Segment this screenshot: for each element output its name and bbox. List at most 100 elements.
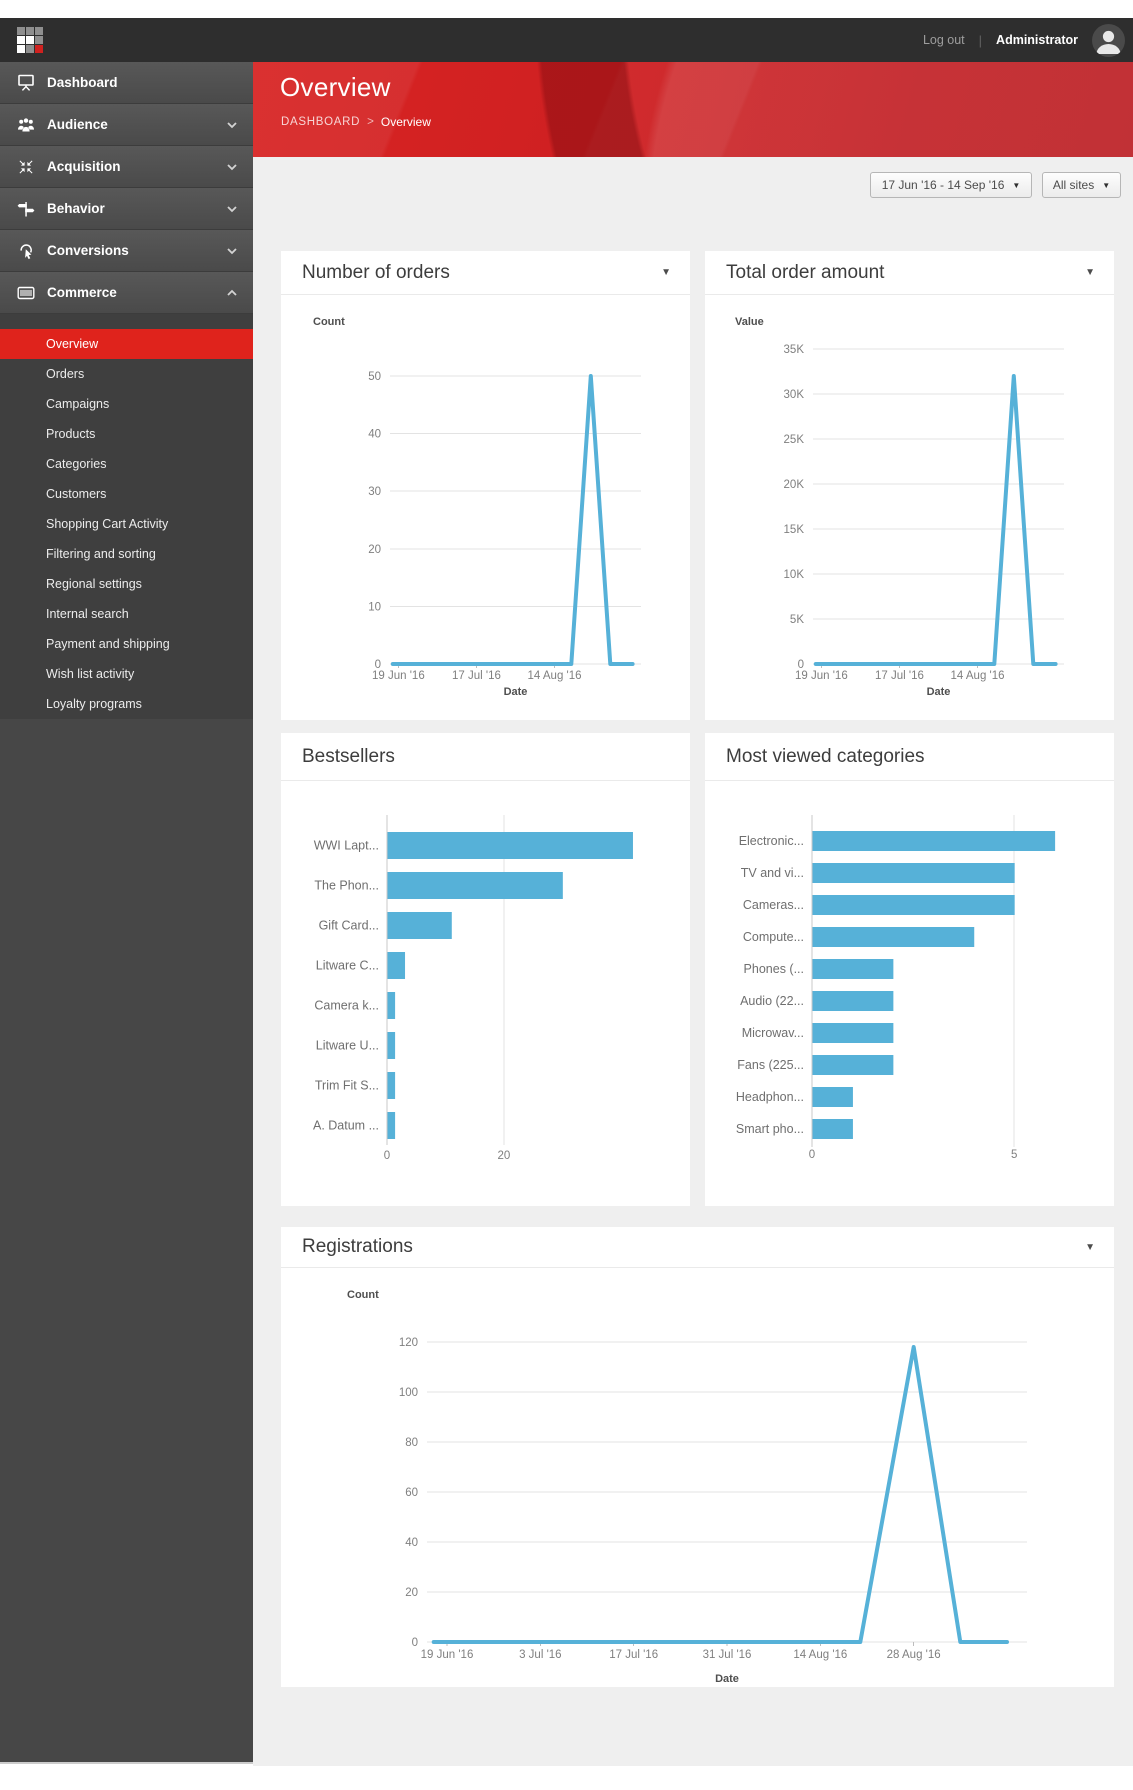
svg-text:Litware C...: Litware C... (316, 959, 379, 973)
svg-text:A. Datum ...: A. Datum ... (313, 1119, 379, 1133)
sidebar-item-dashboard[interactable]: Dashboard (0, 62, 253, 104)
panel-number-of-orders: Number of orders ▼ 0 10 20 30 40 50 19 Jun '16… (281, 251, 690, 720)
dashboard-screen-icon (18, 74, 34, 91)
sidebar-item-audience[interactable]: Audience (0, 104, 253, 146)
panel-header: Most viewed categories (705, 733, 1114, 781)
audience-people-icon (18, 117, 34, 131)
svg-text:20K: 20K (784, 479, 805, 491)
svg-text:0: 0 (798, 659, 804, 671)
number-of-orders-chart: 0 10 20 30 40 50 19 Jun '16 17 Jul '16 14 Aug '1… (313, 316, 641, 698)
svg-text:Count: Count (313, 316, 345, 328)
svg-text:3 Jul '16: 3 Jul '16 (519, 1649, 561, 1661)
panel-most-viewed-categories: Most viewed categories 0 5 Electronic... TV… (705, 733, 1114, 1206)
svg-text:Date: Date (504, 686, 528, 698)
submenu-item-overview[interactable]: Overview (0, 329, 253, 359)
user-avatar[interactable] (1092, 23, 1125, 57)
svg-text:120: 120 (399, 1337, 418, 1349)
svg-text:5: 5 (1011, 1149, 1017, 1161)
svg-text:40: 40 (405, 1537, 418, 1549)
svg-text:Value: Value (735, 316, 764, 328)
breadcrumb-root[interactable]: DASHBOARD (281, 116, 361, 128)
date-range-selector[interactable]: 17 Jun '16 - 14 Sep '16 ▼ (870, 172, 1032, 198)
svg-text:40: 40 (368, 429, 381, 441)
svg-text:Date: Date (715, 1673, 739, 1685)
submenu-item-orders[interactable]: Orders (46, 367, 85, 381)
commerce-submenu: Overview Orders Campaigns Products Categ… (0, 314, 253, 719)
most-viewed-categories-chart: 0 5 Electronic... TV and vi... Cameras... Com… (736, 815, 1056, 1161)
svg-text:0: 0 (809, 1149, 815, 1161)
svg-text:17 Jul '16: 17 Jul '16 (609, 1649, 658, 1661)
total-order-amount-chart: 0 5K 10K 15K 20K 25K 30K 35K 19 Jun '16 17 Jul '1… (735, 316, 1064, 698)
svg-text:20: 20 (405, 1587, 418, 1599)
site-selector-value: All sites (1052, 178, 1095, 192)
sidebar-item-acquisition[interactable]: Acquisition (0, 146, 253, 188)
svg-text:Compute...: Compute... (743, 930, 804, 944)
svg-text:Cameras...: Cameras... (743, 898, 804, 912)
svg-text:Date: Date (927, 686, 951, 698)
conversions-click-icon (20, 243, 32, 259)
user-avatar-icon (1096, 30, 1121, 54)
date-range-value: 17 Jun '16 - 14 Sep '16 (881, 178, 1005, 192)
sidebar: Dashboard Audience Acquisition (0, 62, 253, 1764)
svg-text:60: 60 (405, 1487, 418, 1499)
svg-text:17 Jul '16: 17 Jul '16 (875, 670, 924, 682)
content-area: 17 Jun '16 - 14 Sep '16 ▼ All sites ▼ Nu… (253, 157, 1133, 1766)
submenu-item-loyalty-programs[interactable]: Loyalty programs (46, 697, 142, 711)
svg-text:Fans (225...: Fans (225... (737, 1058, 804, 1072)
app-logo[interactable] (17, 27, 43, 53)
svg-text:10K: 10K (784, 569, 805, 581)
svg-text:14 Aug '16: 14 Aug '16 (528, 670, 582, 682)
panel-title: Bestsellers (302, 745, 395, 767)
svg-text:19 Jun '16: 19 Jun '16 (421, 1649, 474, 1661)
panel-header: Number of orders ▼ (281, 251, 690, 295)
panel-menu-caret-icon[interactable]: ▼ (1085, 267, 1095, 278)
sidebar-item-label: Acquisition (47, 159, 121, 174)
sidebar-item-commerce[interactable]: Commerce (0, 272, 253, 314)
chevron-down-icon (227, 206, 237, 213)
page-title: Overview (280, 72, 391, 102)
chevron-down-icon (227, 248, 237, 255)
submenu-item-campaigns[interactable]: Campaigns (46, 397, 110, 411)
svg-text:30K: 30K (784, 389, 805, 401)
panel-menu-caret-icon[interactable]: ▼ (661, 267, 671, 278)
sidebar-item-conversions[interactable]: Conversions (0, 230, 253, 272)
logout-link[interactable]: Log out (922, 33, 965, 47)
svg-text:10: 10 (368, 601, 381, 613)
submenu-item-internal-search[interactable]: Internal search (46, 607, 129, 621)
panel-title: Number of orders (302, 261, 450, 283)
submenu-item-shopping-cart-activity[interactable]: Shopping Cart Activity (46, 517, 169, 531)
svg-text:Count: Count (347, 1289, 379, 1301)
svg-text:Camera k...: Camera k... (314, 999, 379, 1013)
svg-text:35K: 35K (784, 344, 805, 356)
svg-text:Litware U...: Litware U... (316, 1039, 379, 1053)
panel-header: Total order amount ▼ (705, 251, 1114, 295)
breadcrumb-current: Overview (380, 115, 431, 129)
site-selector[interactable]: All sites ▼ (1042, 172, 1121, 198)
sidebar-item-behavior[interactable]: Behavior (0, 188, 253, 230)
panel-header: Registrations ▼ (281, 1227, 1114, 1268)
svg-text:Trim Fit S...: Trim Fit S... (315, 1079, 379, 1093)
submenu-item-products[interactable]: Products (46, 427, 96, 441)
current-user-name[interactable]: Administrator (996, 33, 1078, 47)
svg-text:5K: 5K (790, 614, 804, 626)
svg-text:31 Jul '16: 31 Jul '16 (703, 1649, 752, 1661)
panel-title: Registrations (302, 1236, 413, 1257)
svg-text:Audio (22...: Audio (22... (740, 994, 804, 1008)
caret-down-icon: ▼ (1012, 180, 1021, 190)
svg-text:25K: 25K (784, 434, 805, 446)
submenu-item-payment-and-shipping[interactable]: Payment and shipping (46, 637, 170, 651)
submenu-item-customers[interactable]: Customers (46, 487, 107, 501)
sidebar-item-label: Audience (47, 117, 108, 132)
svg-text:The Phon...: The Phon... (314, 879, 379, 893)
submenu-item-categories[interactable]: Categories (46, 457, 107, 471)
top-bar: Log out | Administrator (0, 18, 1133, 62)
panel-menu-caret-icon[interactable]: ▼ (1085, 1241, 1095, 1253)
commerce-barcode-icon (17, 286, 35, 299)
caret-down-icon: ▼ (1102, 180, 1111, 190)
submenu-item-wish-list-activity[interactable]: Wish list activity (46, 667, 135, 681)
submenu-item-filtering-and-sorting[interactable]: Filtering and sorting (46, 547, 156, 561)
topbar-user-area: Log out | Administrator (923, 18, 1125, 62)
submenu-item-regional-settings[interactable]: Regional settings (46, 577, 142, 591)
svg-text:0: 0 (375, 659, 381, 671)
svg-text:30: 30 (368, 486, 381, 498)
